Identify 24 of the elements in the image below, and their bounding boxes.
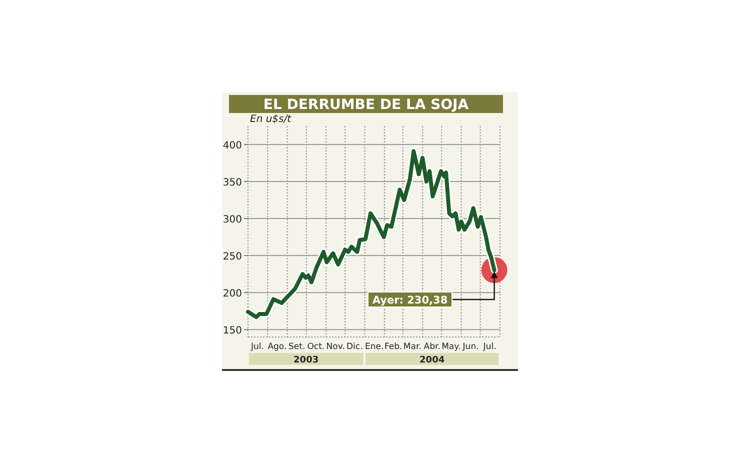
- y-tick-label: 400: [222, 140, 242, 152]
- x-tick-label: Mar.: [403, 342, 422, 352]
- x-tick-label: Feb.: [384, 342, 402, 352]
- x-tick-label: Ago.: [268, 342, 287, 352]
- text: 2003: [294, 356, 319, 366]
- y-tick-label: 350: [222, 178, 242, 189]
- x-tick-label: Set.: [288, 342, 306, 352]
- y-axis-title: En u$s/t: [250, 114, 292, 125]
- text: 2004: [420, 356, 445, 366]
- x-tick-label: Jul.: [250, 342, 264, 352]
- x-tick-label: Dic.: [346, 342, 363, 352]
- x-tick-label: Jun.: [462, 342, 479, 352]
- x-tick-label: Ene.: [364, 342, 384, 352]
- y-tick-label: 300: [222, 214, 242, 226]
- y-tick-label: 200: [222, 288, 242, 300]
- x-tick-label: May.: [442, 342, 461, 352]
- y-tick-label: 250: [222, 252, 242, 263]
- chart-title: EL DERRUMBE DE LA SOJA: [263, 97, 469, 113]
- x-tick-label: Nov.: [326, 342, 345, 352]
- y-tick-label: 150: [222, 326, 242, 337]
- x-tick-label: Oct.: [307, 342, 325, 352]
- annotation: Ayer: 230,38: [372, 294, 448, 306]
- x-tick-label: Jul.: [482, 342, 496, 352]
- x-tick-label: Abr.: [424, 342, 440, 352]
